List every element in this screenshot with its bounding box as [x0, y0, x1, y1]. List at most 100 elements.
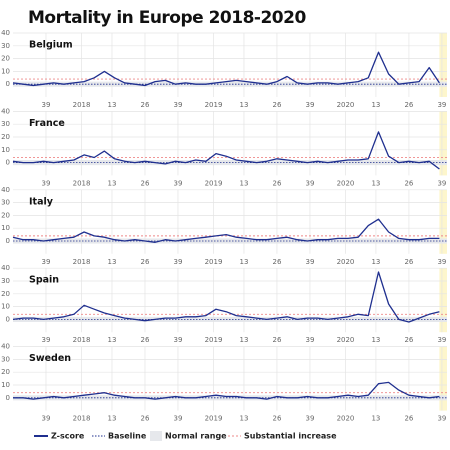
y-tick-label: 30 [1, 199, 10, 207]
x-tick-label: 13 [371, 415, 380, 423]
z-score-line [12, 131, 440, 170]
x-tick-label: 13 [108, 415, 117, 423]
x-tick-label: 13 [371, 336, 380, 344]
x-tick-label: 2019 [205, 336, 223, 344]
x-tick-label: 13 [108, 336, 117, 344]
y-tick-label: 20 [1, 211, 10, 219]
y-tick-label: 40 [1, 264, 10, 272]
x-tick-label: 39 [305, 336, 314, 344]
y-tick-label: 10 [1, 381, 10, 389]
x-tick-label: 13 [239, 336, 248, 344]
x-tick-label: 2018 [73, 336, 91, 344]
x-tick-label: 13 [239, 179, 248, 187]
x-tick-label: 26 [272, 336, 281, 344]
x-tick-label: 39 [174, 415, 183, 423]
y-tick-label: 10 [1, 224, 10, 232]
x-tick-label: 26 [272, 179, 281, 187]
panel-title: Sweden [29, 353, 71, 364]
y-tick-label: 20 [1, 368, 10, 376]
y-tick-label: 40 [1, 343, 10, 351]
x-tick-label: 39 [42, 415, 51, 423]
x-tick-label: 39 [305, 258, 314, 266]
y-tick-label: 0 [6, 237, 10, 245]
x-tick-label: 13 [239, 258, 248, 266]
y-tick-label: 10 [1, 67, 10, 75]
x-tick-label: 26 [141, 101, 150, 109]
x-tick-label: 26 [404, 101, 413, 109]
panel-title: Spain [29, 275, 59, 286]
y-tick-label: 30 [1, 355, 10, 363]
x-tick-label: 2019 [205, 179, 223, 187]
x-tick-label: 2018 [73, 179, 91, 187]
x-tick-label: 26 [272, 258, 281, 266]
x-tick-label: 39 [305, 179, 314, 187]
x-tick-label: 2018 [73, 415, 91, 423]
recent-data-shade [439, 189, 447, 254]
y-tick-label: 0 [6, 315, 10, 323]
x-tick-label: 39 [42, 179, 51, 187]
y-tick-label: 30 [1, 120, 10, 128]
chart-title: Mortality in Europe 2018-2020 [28, 8, 306, 28]
x-tick-label: 39 [437, 101, 446, 109]
x-tick-label: 13 [239, 415, 248, 423]
legend-label: Z-score [51, 432, 85, 441]
x-tick-label: 2018 [73, 101, 91, 109]
x-tick-label: 39 [174, 179, 183, 187]
x-tick-label: 2019 [205, 258, 223, 266]
y-tick-label: 0 [6, 394, 10, 402]
x-tick-label: 39 [437, 179, 446, 187]
x-tick-label: 39 [305, 415, 314, 423]
y-tick-label: 0 [6, 80, 10, 88]
x-tick-label: 26 [272, 415, 281, 423]
x-tick-label: 13 [371, 179, 380, 187]
x-tick-label: 39 [174, 336, 183, 344]
x-tick-label: 13 [108, 101, 117, 109]
z-score-line [13, 381, 440, 400]
y-tick-label: 20 [1, 55, 10, 63]
legend-label: Substantial increase [244, 432, 337, 441]
z-score-line [12, 271, 440, 323]
legend-label: Baseline [108, 432, 147, 441]
x-tick-label: 13 [108, 179, 117, 187]
x-tick-label: 26 [141, 336, 150, 344]
legend: Z-score Baseline Normal range Substantia… [34, 431, 337, 441]
x-tick-label: 13 [371, 258, 380, 266]
x-tick-label: 26 [272, 101, 281, 109]
y-tick-label: 10 [1, 146, 10, 154]
x-tick-label: 39 [437, 415, 446, 423]
x-tick-label: 2019 [205, 101, 223, 109]
z-score-line [12, 218, 440, 243]
y-tick-label: 0 [6, 159, 10, 167]
x-tick-label: 13 [108, 258, 117, 266]
x-tick-label: 39 [42, 101, 51, 109]
x-tick-label: 26 [141, 415, 150, 423]
recent-data-shade [439, 33, 447, 97]
x-tick-label: 2020 [337, 258, 355, 266]
x-tick-label: 26 [404, 258, 413, 266]
panel-title: Belgium [29, 40, 73, 51]
recent-data-shade [439, 268, 447, 333]
y-tick-label: 40 [1, 186, 10, 194]
x-tick-label: 2020 [337, 101, 355, 109]
x-tick-label: 2020 [337, 179, 355, 187]
panel-title: France [29, 118, 65, 129]
x-tick-label: 39 [305, 101, 314, 109]
x-tick-label: 39 [174, 101, 183, 109]
x-tick-label: 39 [42, 258, 51, 266]
x-tick-label: 13 [239, 101, 248, 109]
x-tick-label: 26 [141, 258, 150, 266]
x-tick-label: 26 [404, 179, 413, 187]
x-tick-label: 26 [404, 336, 413, 344]
x-tick-label: 39 [174, 258, 183, 266]
x-tick-label: 2019 [205, 415, 223, 423]
y-tick-label: 30 [1, 42, 10, 50]
recent-data-shade [439, 111, 447, 176]
x-tick-label: 39 [42, 336, 51, 344]
x-tick-label: 2020 [337, 336, 355, 344]
x-tick-label: 26 [141, 179, 150, 187]
legend-label: Normal range [165, 432, 227, 441]
x-tick-label: 39 [437, 336, 446, 344]
panel-title: Italy [29, 196, 54, 207]
x-tick-label: 2018 [73, 258, 91, 266]
